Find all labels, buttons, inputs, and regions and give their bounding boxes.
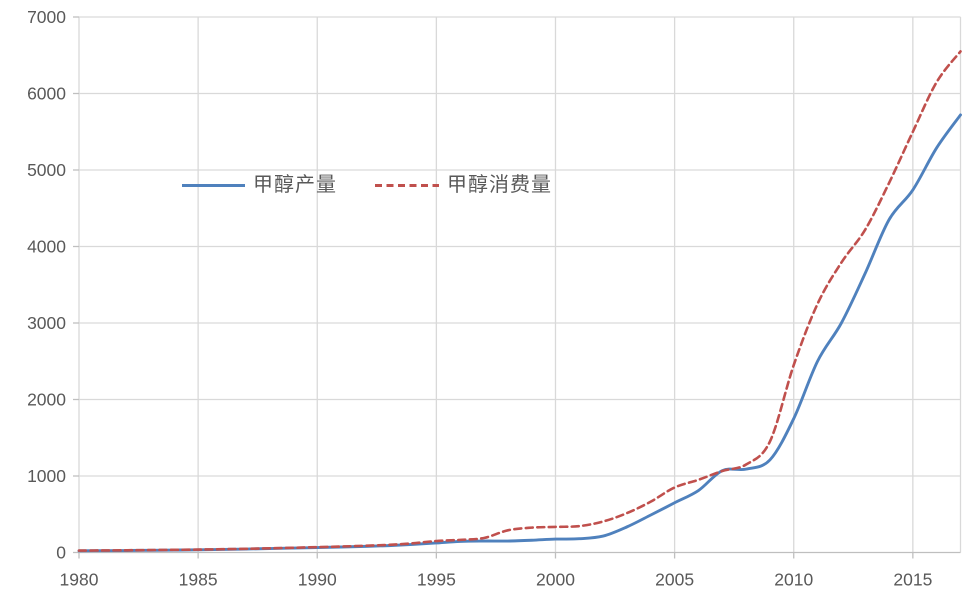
x-axis-tick-label: 2015 xyxy=(893,570,932,590)
x-axis-tick-label: 2000 xyxy=(536,570,575,590)
x-axis-tick-label: 1990 xyxy=(298,570,337,590)
y-axis-tick-label: 1000 xyxy=(27,466,66,486)
y-axis-tick-label: 6000 xyxy=(27,84,66,104)
x-axis-tick-label: 1985 xyxy=(179,570,218,590)
consumption-line xyxy=(77,50,962,552)
y-axis-tick-label: 0 xyxy=(56,543,66,563)
production-line xyxy=(77,113,962,553)
y-axis-tick-label: 7000 xyxy=(27,7,66,27)
y-axis-tick-label: 5000 xyxy=(27,160,66,180)
x-axis-tick-label: 2010 xyxy=(774,570,813,590)
x-axis-tick-label: 1980 xyxy=(60,570,99,590)
y-axis-tick-label: 3000 xyxy=(27,313,66,333)
x-axis-tick-label: 1995 xyxy=(417,570,456,590)
y-axis-tick-label: 2000 xyxy=(27,390,66,410)
y-axis-tick-label: 4000 xyxy=(27,237,66,257)
x-axis-tick-label: 2005 xyxy=(655,570,694,590)
